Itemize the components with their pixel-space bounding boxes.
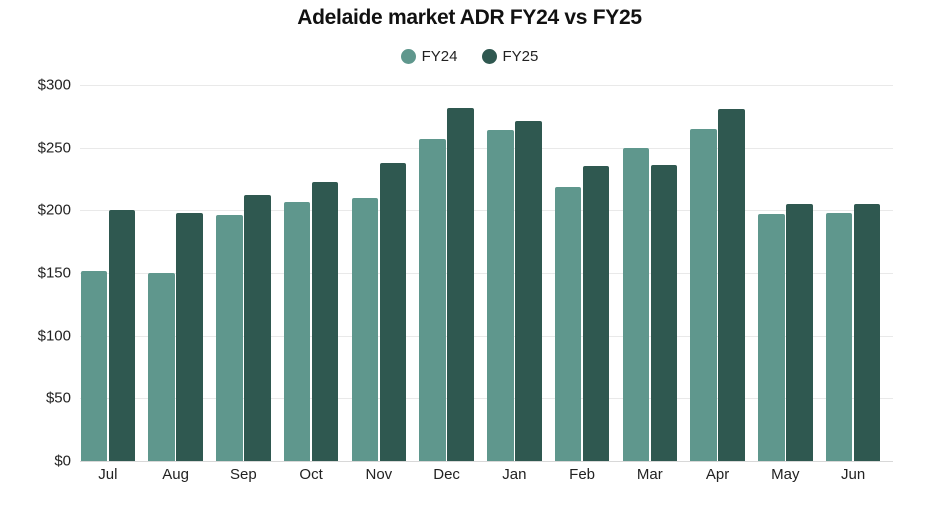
x-tick-label: Jun	[841, 466, 866, 483]
bar-fy24-nov[interactable]	[351, 197, 379, 461]
gridline	[80, 85, 893, 86]
bar-fy24-oct[interactable]	[283, 201, 311, 461]
bar-fy25-nov[interactable]	[379, 162, 407, 461]
x-tick-label: Aug	[162, 466, 189, 483]
bar-fy24-jun[interactable]	[825, 212, 853, 461]
x-tick-label: Mar	[636, 466, 663, 483]
legend-item-fy24[interactable]: FY24	[400, 48, 458, 65]
y-tick-label: $300	[37, 76, 71, 94]
gridline	[80, 335, 893, 337]
bar-fy24-mar[interactable]	[622, 147, 650, 461]
x-axis-line	[80, 461, 893, 462]
gridline	[80, 147, 893, 149]
bar-fy25-mar[interactable]	[650, 165, 678, 461]
x-tick-label: Oct	[299, 466, 323, 483]
x-tick-label: Nov	[365, 466, 393, 483]
bar-fy24-apr[interactable]	[690, 128, 717, 461]
y-tick-label: $50	[45, 389, 71, 407]
legend-dot-icon	[481, 49, 497, 64]
bar-fy24-aug[interactable]	[148, 273, 175, 461]
bar-fy24-sep[interactable]	[216, 215, 243, 461]
y-tick-label: $0	[54, 452, 71, 470]
x-tick-label: Feb	[569, 466, 596, 483]
bar-fy25-may[interactable]	[786, 204, 813, 461]
bar-fy25-jan[interactable]	[515, 121, 542, 461]
bar-fy25-feb[interactable]	[582, 166, 610, 461]
bar-fy24-may[interactable]	[758, 214, 785, 461]
bar-fy25-jul[interactable]	[108, 210, 136, 461]
legend-dot-icon	[400, 49, 416, 64]
bar-fy25-sep[interactable]	[244, 195, 271, 461]
bar-fy25-aug[interactable]	[176, 212, 203, 461]
bar-fy25-dec[interactable]	[447, 107, 474, 461]
bar-fy24-jul[interactable]	[80, 270, 108, 461]
bar-fy24-dec[interactable]	[419, 138, 446, 461]
x-tick-label: Jul	[98, 466, 118, 483]
y-tick-label: $150	[37, 264, 71, 282]
x-tick-label: Sep	[229, 466, 257, 483]
gridline	[80, 210, 893, 212]
chart-title: Adelaide market ADR FY24 vs FY25	[297, 6, 642, 29]
x-tick-label: May	[771, 466, 800, 483]
bar-fy24-feb[interactable]	[554, 186, 582, 461]
bar-fy25-jun[interactable]	[853, 204, 881, 461]
bar-fy25-apr[interactable]	[718, 108, 745, 461]
x-tick-label: Apr	[705, 466, 730, 483]
bar-fy24-jan[interactable]	[487, 130, 514, 461]
y-tick-label: $200	[37, 201, 71, 219]
y-tick-label: $100	[37, 327, 71, 345]
chart-legend: FY24 FY25	[0, 48, 939, 65]
gridline	[80, 398, 893, 400]
plot-area	[80, 85, 893, 462]
x-tick-label: Jan	[502, 466, 527, 483]
legend-label: FY24	[421, 48, 458, 65]
gridline	[80, 273, 893, 274]
x-tick-label: Dec	[433, 466, 460, 483]
legend-item-fy25[interactable]: FY25	[481, 48, 539, 65]
legend-label: FY25	[502, 48, 539, 65]
bar-fy25-oct[interactable]	[311, 181, 339, 461]
y-tick-label: $250	[37, 139, 71, 157]
